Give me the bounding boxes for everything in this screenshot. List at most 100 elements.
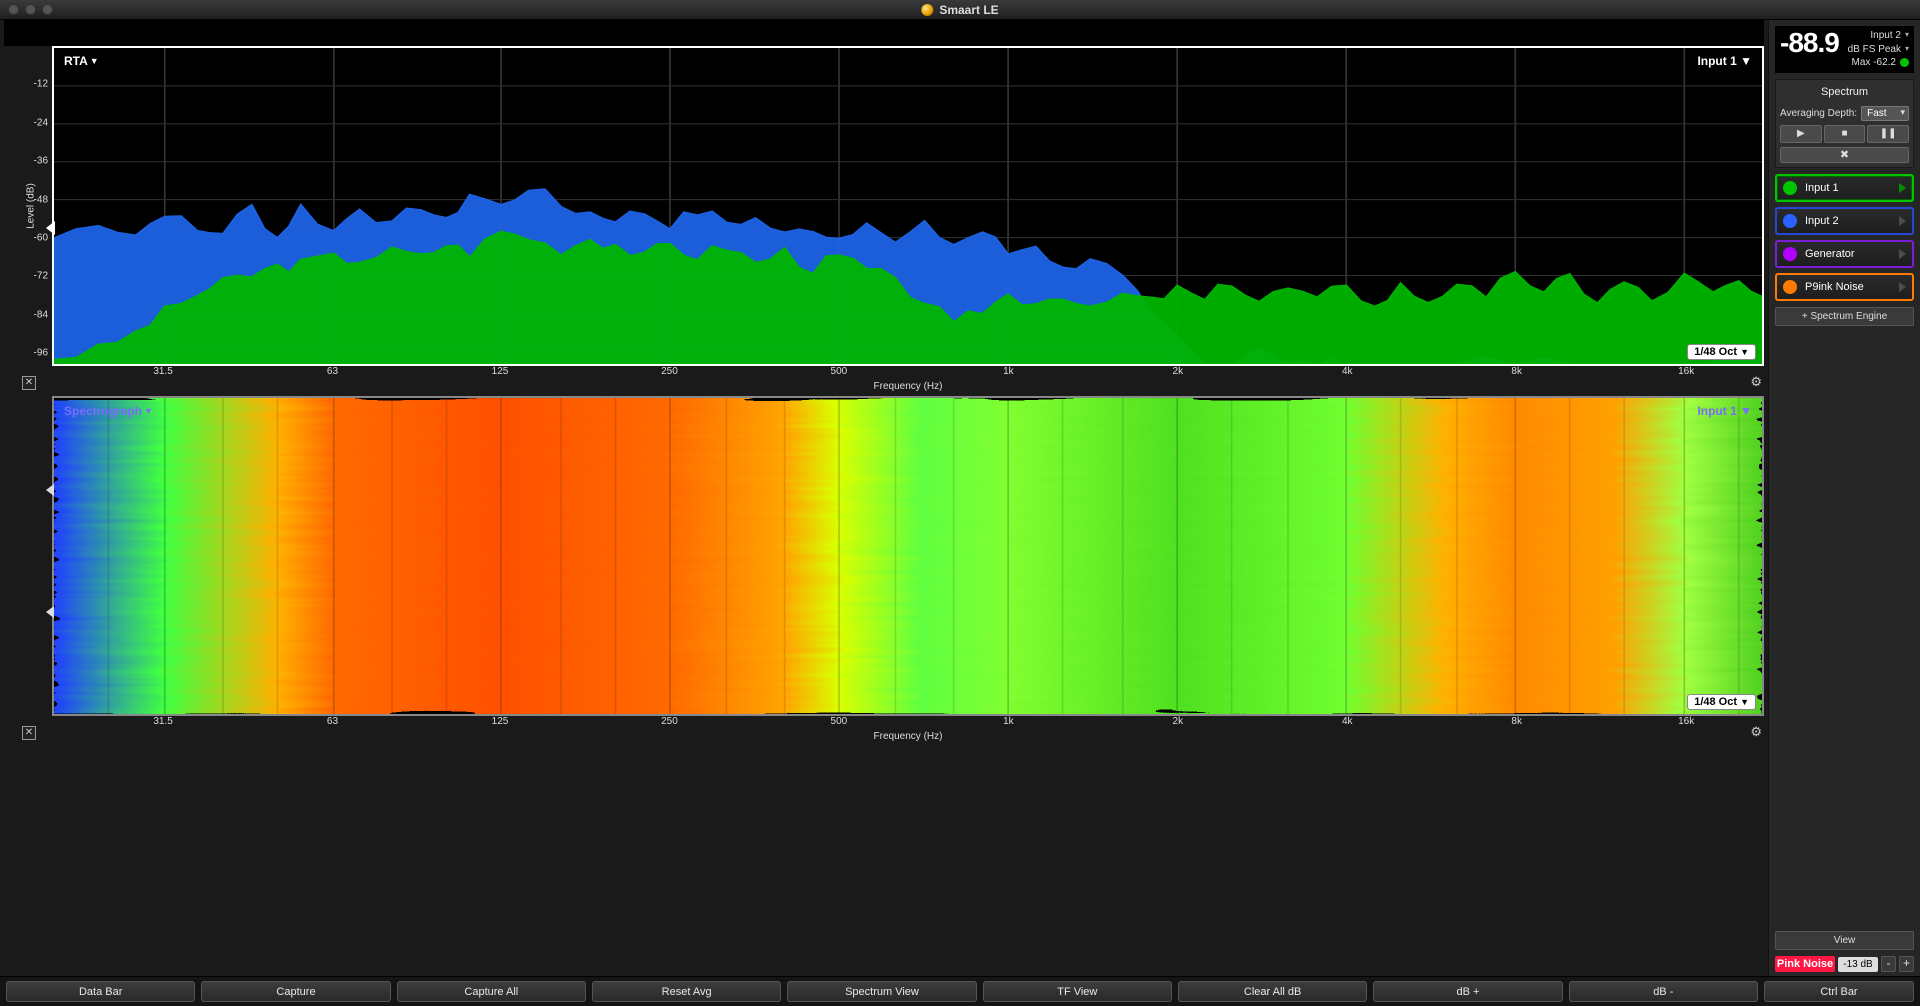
source-input-2[interactable]: Input 2	[1775, 207, 1914, 235]
window-controls[interactable]	[8, 4, 53, 15]
spectrograph-banding-dropdown[interactable]: 1/48 Oct ▼	[1687, 694, 1756, 710]
cmd-ctrl-bar[interactable]: Ctrl Bar	[1764, 981, 1914, 1002]
rta-plot[interactable]: RTA▼ Input 1 ▼ 1/48 Oct ▼	[52, 46, 1764, 366]
level-tick: -48	[34, 194, 48, 205]
source-color-swatch	[1783, 280, 1797, 294]
freq-tick: 2k	[1173, 716, 1184, 727]
meter-mode-select[interactable]: dB FS Peak▾	[1848, 43, 1909, 57]
cmd-clear-all-db[interactable]: Clear All dB	[1178, 981, 1367, 1002]
source-p9ink-noise[interactable]: P9ink Noise	[1775, 273, 1914, 301]
level-tick: -84	[34, 309, 48, 320]
spectrum-panel-title: Spectrum	[1780, 84, 1909, 102]
source-run-icon[interactable]	[1899, 249, 1906, 259]
generator-name[interactable]: Pink Noise	[1775, 956, 1835, 972]
avg-depth-label: Averaging Depth:	[1780, 108, 1857, 119]
source-run-icon[interactable]	[1899, 183, 1906, 193]
meter-value: -88.9	[1780, 29, 1844, 57]
spectrograph-pane: Spectrograph▼ Input 1 ▼ 1/48 Oct ▼ 31.56…	[4, 396, 1764, 746]
cmd-capture-all[interactable]: Capture All	[397, 981, 586, 1002]
pause-button[interactable]: ❚❚	[1867, 125, 1909, 143]
freq-tick: 2k	[1173, 366, 1184, 377]
cmd-tf-view[interactable]: TF View	[983, 981, 1172, 1002]
window-title: Smaart LE	[939, 3, 998, 17]
app-logo-icon	[921, 4, 933, 16]
source-run-icon[interactable]	[1899, 216, 1906, 226]
avg-depth-select[interactable]: Fast	[1861, 106, 1909, 121]
rta-type-dropdown[interactable]: RTA▼	[64, 54, 99, 68]
close-dot[interactable]	[8, 4, 19, 15]
rta-source-dropdown[interactable]: Input 1 ▼	[1697, 54, 1752, 68]
rta-expand-handle[interactable]	[46, 221, 55, 235]
source-name: P9ink Noise	[1805, 281, 1864, 293]
freq-tick: 63	[327, 366, 338, 377]
freq-tick: 125	[492, 716, 509, 727]
freq-tick: 250	[661, 716, 678, 727]
rta-y-label: Level (dB)	[25, 183, 36, 229]
spectrograph-source-dropdown[interactable]: Input 1 ▼	[1697, 404, 1752, 418]
source-name: Input 2	[1805, 215, 1839, 227]
meter-source-select[interactable]: Input 2▾	[1848, 29, 1909, 43]
source-name: Generator	[1805, 248, 1855, 260]
tools-button[interactable]: ✖	[1780, 147, 1909, 163]
spectrum-panel: Spectrum Averaging Depth: Fast ▶ ■ ❚❚ ✖	[1775, 79, 1914, 168]
rta-x-label: Frequency (Hz)	[52, 380, 1764, 392]
freq-tick: 250	[661, 366, 678, 377]
source-generator[interactable]: Generator	[1775, 240, 1914, 268]
freq-tick: 31.5	[153, 366, 172, 377]
rta-settings-icon[interactable]: ⚙	[1750, 374, 1762, 390]
level-tick: -96	[34, 348, 48, 359]
freq-tick: 500	[831, 716, 848, 727]
command-bar: Data Bar Capture Capture All Reset Avg Spect…	[0, 976, 1920, 1006]
level-meter: -88.9 Input 2▾ dB FS Peak▾ Max -62.2	[1775, 26, 1914, 73]
source-run-icon[interactable]	[1899, 282, 1906, 292]
zoom-dot[interactable]	[42, 4, 53, 15]
meter-max-readout: Max -62.2	[1848, 56, 1909, 70]
titlebar: Smaart LE	[0, 0, 1920, 20]
freq-tick: 4k	[1342, 366, 1353, 377]
freq-tick: 8k	[1511, 366, 1522, 377]
spectrograph-type-dropdown[interactable]: Spectrograph▼	[64, 404, 153, 418]
source-color-swatch	[1783, 181, 1797, 195]
spectrograph-range-handle-bottom[interactable]	[46, 606, 54, 618]
level-tick: -12	[34, 79, 48, 90]
spectrograph-close-button[interactable]: ✕	[22, 726, 36, 740]
sidebar: -88.9 Input 2▾ dB FS Peak▾ Max -62.2 Spe…	[1768, 20, 1920, 976]
stop-button[interactable]: ■	[1824, 125, 1866, 143]
cmd-db-[interactable]: dB -	[1569, 981, 1758, 1002]
cmd-capture[interactable]: Capture	[201, 981, 390, 1002]
generator-strip: Pink Noise -13 dB - +	[1775, 956, 1914, 972]
cmd-db-[interactable]: dB +	[1373, 981, 1562, 1002]
spectrograph-plot[interactable]: Spectrograph▼ Input 1 ▼ 1/48 Oct ▼	[52, 396, 1764, 716]
spectrograph-settings-icon[interactable]: ⚙	[1750, 724, 1762, 740]
spectrograph-x-label: Frequency (Hz)	[52, 730, 1764, 742]
add-spectrum-engine-button[interactable]: + Spectrum Engine	[1775, 307, 1914, 326]
cmd-reset-avg[interactable]: Reset Avg	[592, 981, 781, 1002]
cmd-data-bar[interactable]: Data Bar	[6, 981, 195, 1002]
spectrograph-range-handle-top[interactable]	[46, 484, 54, 496]
rta-pane: Level (dB) -12-24-36-48-60-72-84-96 RTA▼…	[4, 46, 1764, 396]
play-button[interactable]: ▶	[1780, 125, 1822, 143]
view-button[interactable]: View	[1775, 931, 1914, 950]
generator-level: -13 dB	[1838, 957, 1878, 972]
freq-tick: 1k	[1003, 716, 1014, 727]
cmd-spectrum-view[interactable]: Spectrum View	[787, 981, 976, 1002]
source-color-swatch	[1783, 214, 1797, 228]
transport: ▶ ■ ❚❚	[1780, 125, 1909, 143]
rta-close-button[interactable]: ✕	[22, 376, 36, 390]
source-input-1[interactable]: Input 1	[1775, 174, 1914, 202]
level-tick: -24	[34, 117, 48, 128]
top-blank-strip	[4, 20, 1764, 46]
source-list: Input 1 Input 2 Generator P9ink Noise	[1775, 174, 1914, 301]
freq-tick: 1k	[1003, 366, 1014, 377]
freq-tick: 500	[831, 366, 848, 377]
freq-tick: 8k	[1511, 716, 1522, 727]
level-tick: -36	[34, 156, 48, 167]
freq-tick: 16k	[1678, 716, 1694, 727]
minimize-dot[interactable]	[25, 4, 36, 15]
freq-tick: 16k	[1678, 366, 1694, 377]
generator-level-up[interactable]: +	[1899, 956, 1914, 971]
rta-banding-dropdown[interactable]: 1/48 Oct ▼	[1687, 344, 1756, 360]
level-tick: -72	[34, 271, 48, 282]
freq-tick: 31.5	[153, 716, 172, 727]
generator-level-down[interactable]: -	[1881, 956, 1896, 971]
